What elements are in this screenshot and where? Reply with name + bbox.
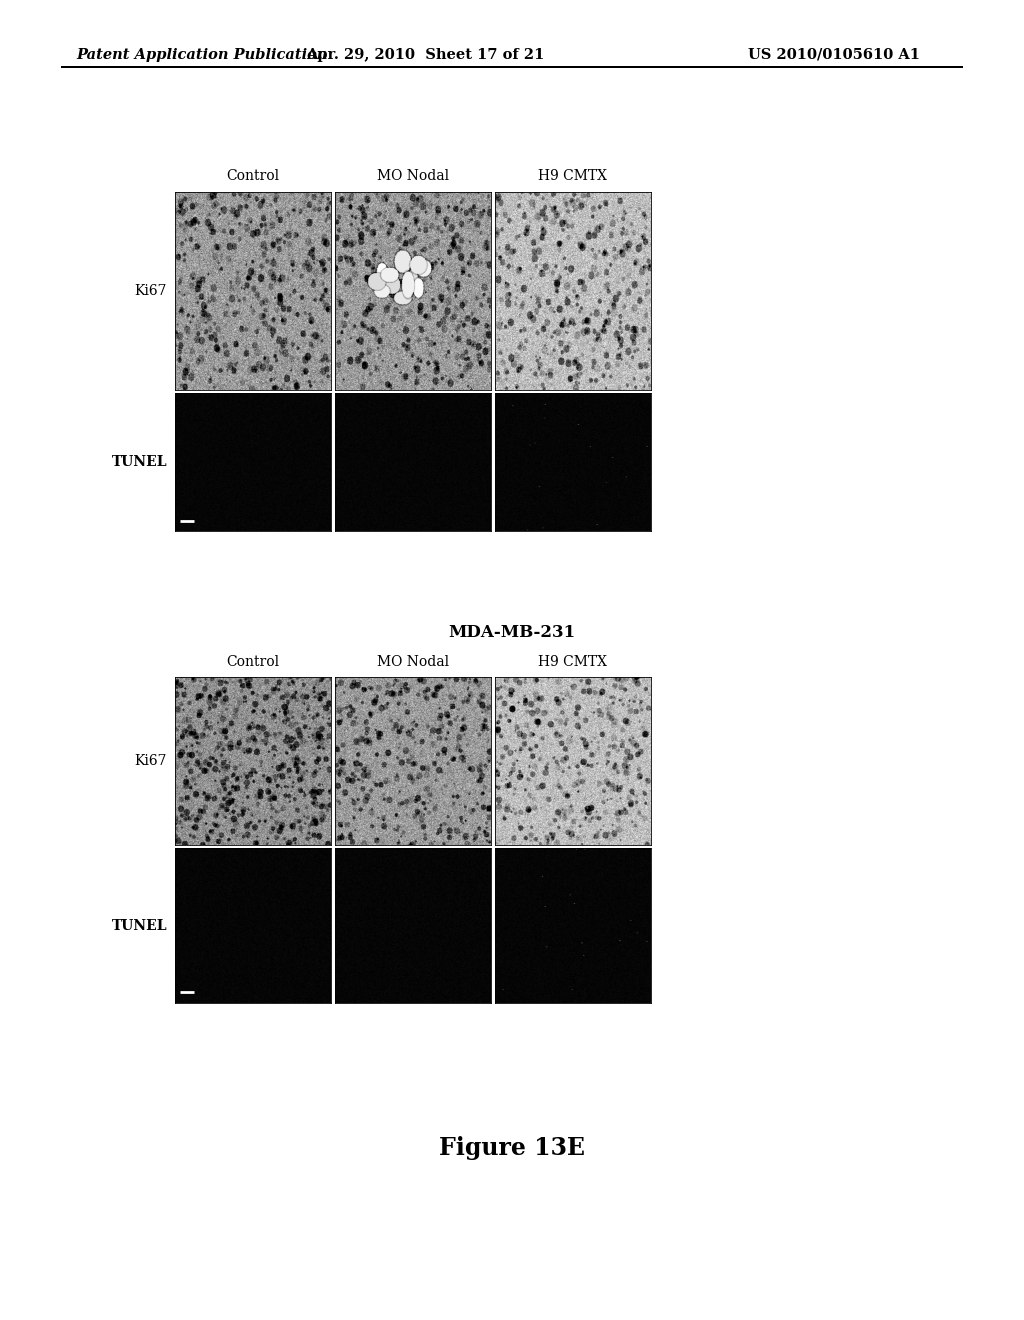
Text: Ki67: Ki67 [134, 284, 167, 298]
Text: H9 CMTX: H9 CMTX [539, 169, 607, 183]
Text: US 2010/0105610 A1: US 2010/0105610 A1 [748, 48, 920, 62]
Text: Ki67: Ki67 [134, 754, 167, 768]
Text: Apr. 29, 2010  Sheet 17 of 21: Apr. 29, 2010 Sheet 17 of 21 [306, 48, 544, 62]
Text: MO Nodal: MO Nodal [377, 169, 450, 183]
Text: Figure 13E: Figure 13E [439, 1137, 585, 1160]
Text: Patent Application Publication: Patent Application Publication [77, 48, 329, 62]
Text: MDA-MB-231: MDA-MB-231 [449, 624, 575, 642]
Text: MO Nodal: MO Nodal [377, 655, 450, 669]
Text: TUNEL: TUNEL [112, 919, 167, 932]
Text: H9 CMTX: H9 CMTX [539, 655, 607, 669]
Text: Control: Control [226, 169, 280, 183]
Text: Control: Control [226, 655, 280, 669]
Text: TUNEL: TUNEL [112, 455, 167, 469]
